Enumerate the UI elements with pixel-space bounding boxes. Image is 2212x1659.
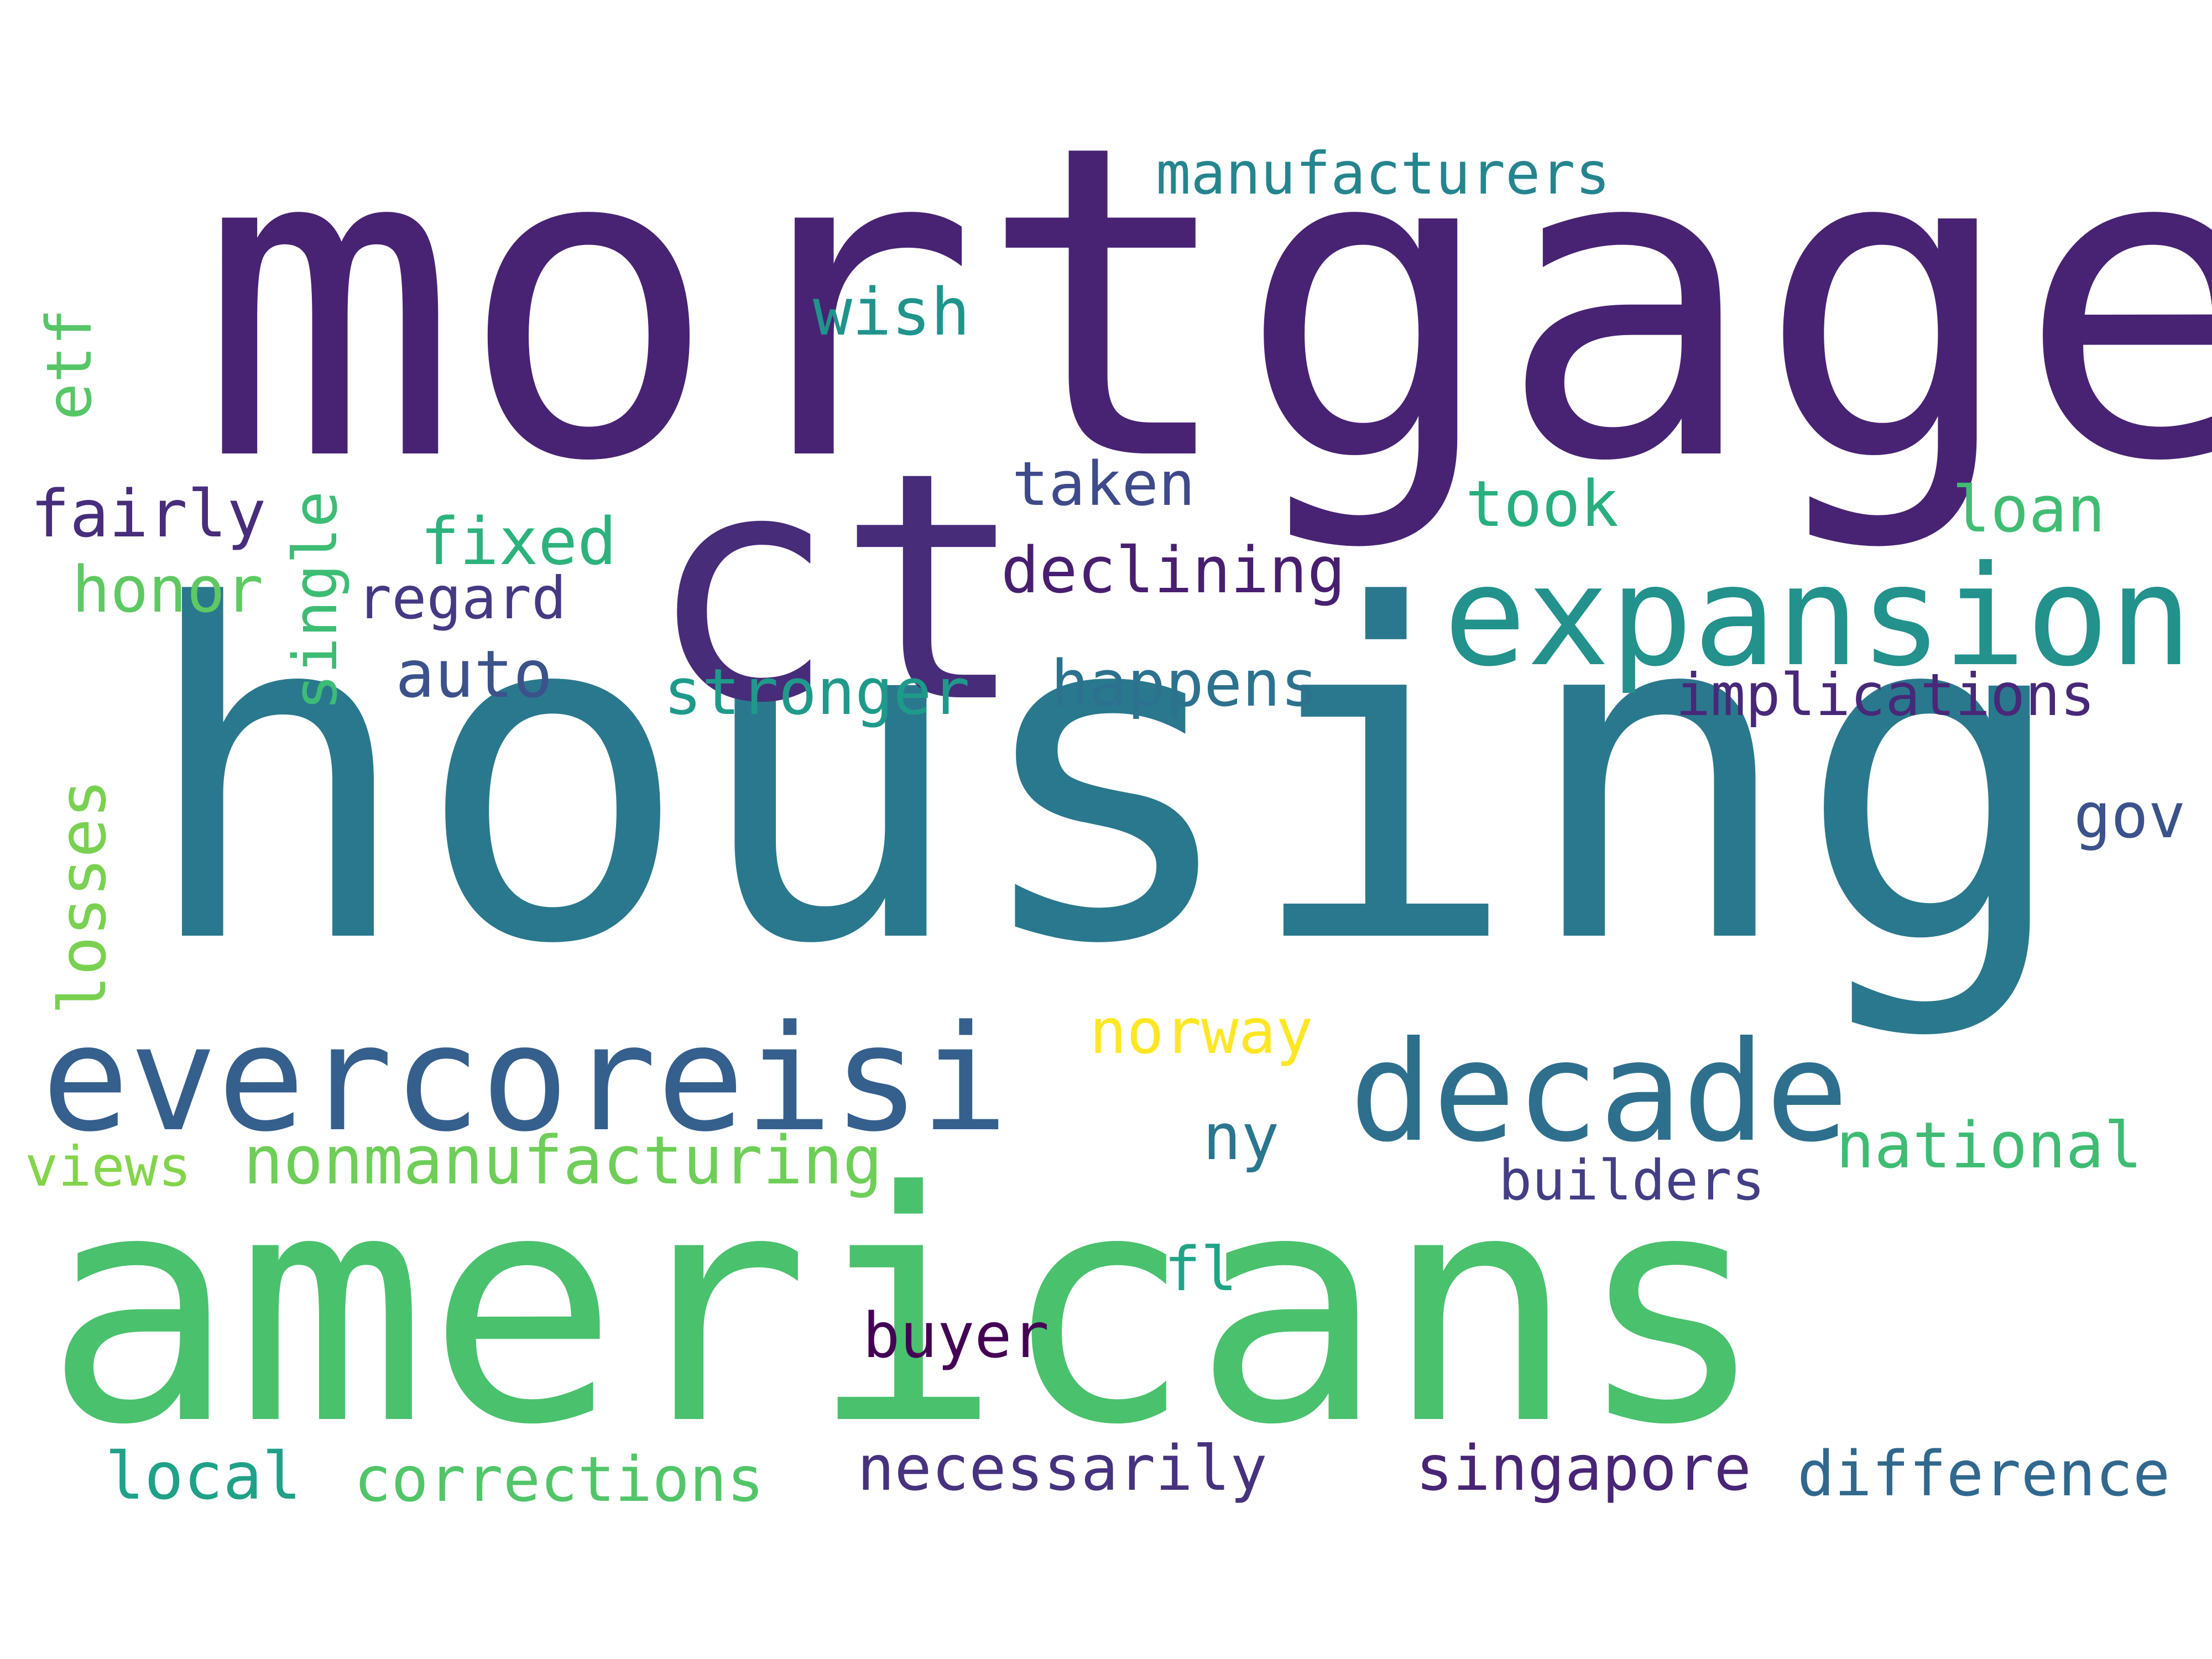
- word-fixed: fixed: [420, 503, 617, 580]
- word-expansion: expansion: [1443, 536, 2193, 697]
- word-took: took: [1465, 467, 1619, 541]
- word-losses: losses: [44, 779, 121, 1015]
- word-americans: americans: [44, 1124, 1767, 1494]
- word-etf: etf: [34, 308, 106, 420]
- word-auto: auto: [395, 636, 553, 712]
- word-implications: implications: [1676, 661, 2095, 729]
- word-declining: declining: [1001, 534, 1346, 608]
- word-loan: loan: [1952, 473, 2105, 547]
- word-decade: decade: [1349, 1011, 1849, 1172]
- word-builders: builders: [1499, 1148, 1765, 1213]
- word-wish: wish: [813, 274, 971, 350]
- word-corrections: corrections: [354, 1444, 764, 1516]
- word-ny: ny: [1203, 1100, 1280, 1175]
- word-ct: ct: [647, 405, 1027, 772]
- word-single: single: [280, 491, 351, 711]
- word-difference: difference: [1797, 1438, 2171, 1510]
- word-evercoreisi: evercoreisi: [41, 994, 1009, 1164]
- word-taken: taken: [1012, 448, 1196, 519]
- word-manufacturers: manufacturers: [1156, 140, 1610, 207]
- word-singapore: singapore: [1416, 1433, 1751, 1505]
- word-views: views: [25, 1134, 192, 1199]
- word-necessarily: necessarily: [857, 1433, 1267, 1505]
- word-housing: housing: [138, 510, 2073, 1044]
- word-honor: honor: [72, 553, 264, 627]
- word-happens: happens: [1051, 647, 1319, 721]
- word-fairly: fairly: [30, 476, 267, 552]
- word-fl: fl: [1164, 1234, 1238, 1305]
- word-buyer: buyer: [863, 1300, 1050, 1372]
- word-regard: regard: [357, 565, 567, 632]
- word-gov: gov: [2074, 780, 2186, 852]
- word-mortgage: mortgage: [199, 53, 2212, 555]
- word-norway: norway: [1089, 996, 1313, 1068]
- word-national: national: [1836, 1109, 2142, 1183]
- word-nonmanufacturing: nonmanufacturing: [243, 1123, 883, 1199]
- word-stronger: stronger: [664, 655, 970, 729]
- word-local: local: [105, 1438, 302, 1514]
